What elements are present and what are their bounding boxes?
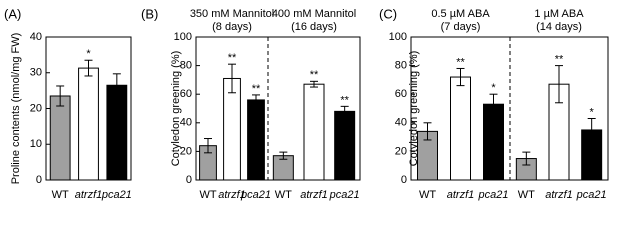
y-tick-label: 10 [30, 138, 42, 150]
y-tick-label: 40 [395, 117, 407, 129]
panel-label: (C) [379, 6, 397, 21]
group-title: (8 days) [212, 21, 252, 33]
y-tick-label: 100 [389, 31, 407, 43]
x-tick-label: pca21 [240, 189, 271, 201]
group-title: (7 days) [441, 21, 481, 33]
x-tick-label: pca21 [478, 189, 509, 201]
x-tick-label: pca21 [329, 189, 360, 201]
x-tick-label: WT [419, 189, 436, 201]
y-tick-label: 40 [30, 31, 42, 43]
significance: ** [252, 83, 261, 95]
y-tick-label: 40 [180, 117, 192, 129]
bar [78, 67, 99, 181]
y-tick-label: 30 [30, 67, 42, 79]
group-title: (16 days) [291, 21, 337, 33]
bar [450, 76, 471, 181]
group-title: 1 µM ABA [534, 8, 584, 20]
panel-label: (A) [4, 6, 21, 21]
group-title: 400 mM Mannitol [272, 8, 356, 20]
x-tick-label: atrzf1 [545, 189, 573, 201]
y-tick-label: 100 [174, 31, 192, 43]
y-tick-label: 60 [395, 88, 407, 100]
x-tick-label: WT [52, 189, 69, 201]
y-tick-label: 80 [180, 60, 192, 72]
significance: ** [456, 56, 465, 68]
y-axis-label: Proline contents (nmol/mg FW) [10, 33, 22, 185]
y-tick-label: 20 [30, 102, 42, 114]
significance: ** [310, 69, 319, 81]
y-tick-label: 60 [180, 88, 192, 100]
bar [223, 77, 241, 181]
x-tick-label: atrzf1 [447, 189, 475, 201]
y-tick-label: 0 [36, 174, 42, 186]
significance: ** [228, 52, 237, 64]
bar [483, 103, 504, 181]
y-axis-label: Cotyledon greening (%) [170, 51, 182, 167]
group-title: (14 days) [536, 21, 582, 33]
x-tick-label: atrzf1 [218, 189, 246, 201]
figure: (A) Proline contents (nmol/mg FW) 0 10 20 30 4… [4, 6, 609, 201]
y-tick-label: 80 [395, 60, 407, 72]
bar [303, 83, 325, 181]
panel-label: (B) [141, 6, 158, 21]
x-tick-label: WT [518, 189, 535, 201]
x-tick-label: atrzf1 [300, 189, 328, 201]
significance: * [491, 82, 496, 94]
x-tick-label: pca21 [101, 189, 132, 201]
y-tick-label: 0 [401, 174, 407, 186]
bar [49, 95, 71, 181]
x-tick-label: pca21 [576, 189, 607, 201]
y-tick-label: 0 [186, 174, 192, 186]
significance: ** [555, 54, 564, 66]
y-tick-label: 20 [180, 145, 192, 157]
x-tick-label: WT [199, 189, 216, 201]
group-title: 0.5 µM ABA [431, 8, 490, 20]
bar [106, 84, 128, 181]
y-tick-label: 20 [395, 145, 407, 157]
x-tick-label: WT [275, 189, 292, 201]
significance: * [590, 106, 595, 118]
bar [334, 110, 356, 181]
significance: ** [340, 94, 349, 106]
group-title: 350 mM Mannitol [190, 8, 274, 20]
x-tick-label: atrzf1 [75, 189, 103, 201]
bar [247, 99, 265, 181]
significance: * [86, 48, 91, 60]
